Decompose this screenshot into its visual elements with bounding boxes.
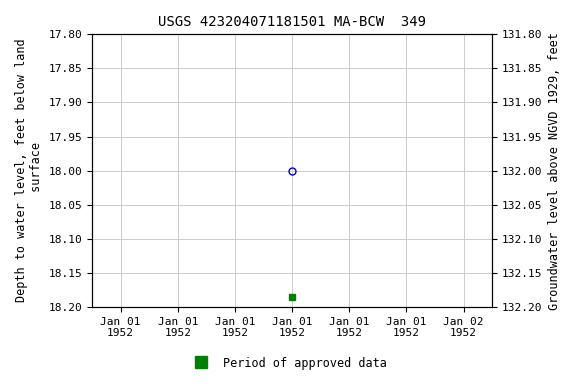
Y-axis label: Depth to water level, feet below land
 surface: Depth to water level, feet below land su… (15, 39, 43, 303)
Y-axis label: Groundwater level above NGVD 1929, feet: Groundwater level above NGVD 1929, feet (548, 32, 561, 310)
Title: USGS 423204071181501 MA-BCW  349: USGS 423204071181501 MA-BCW 349 (158, 15, 426, 29)
Legend: Period of approved data: Period of approved data (185, 352, 391, 374)
